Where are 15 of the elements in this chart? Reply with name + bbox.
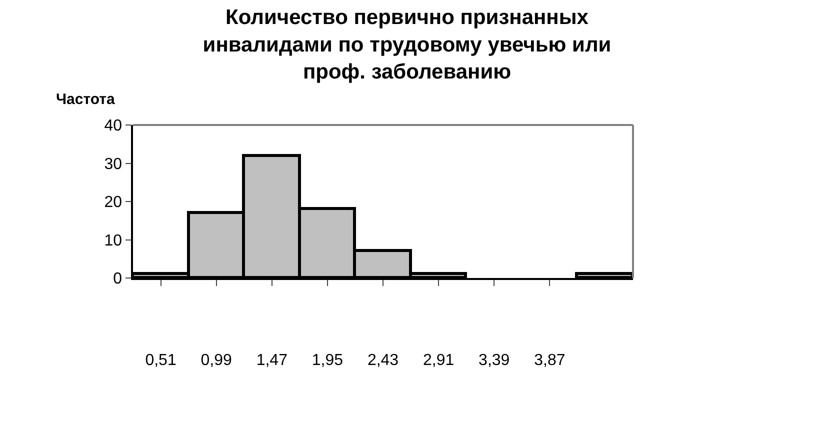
x-tick-label: 2,91 xyxy=(422,352,454,369)
x-tick-label: 2,43 xyxy=(367,352,399,369)
x-tick-label: 1,47 xyxy=(256,352,288,369)
x-tick-label: 0,99 xyxy=(200,352,232,369)
y-axis-title: Частота xyxy=(56,91,116,108)
y-tick-label: 0 xyxy=(113,270,122,288)
chart-title: Количество первично признанных инвалидами по трудовому увечью или проф. заболеванию xyxy=(202,6,612,84)
y-tick-label: 20 xyxy=(104,194,122,212)
x-tick-label: 3,39 xyxy=(478,352,510,369)
x-tick-label: 1,95 xyxy=(312,352,344,369)
y-tick-label: 30 xyxy=(104,156,122,173)
y-tick-label: 40 xyxy=(104,118,122,135)
x-tick-label: 0,51 xyxy=(145,352,176,369)
y-tick-label: 10 xyxy=(104,232,122,250)
x-tick-label: 3,87 xyxy=(534,352,566,369)
